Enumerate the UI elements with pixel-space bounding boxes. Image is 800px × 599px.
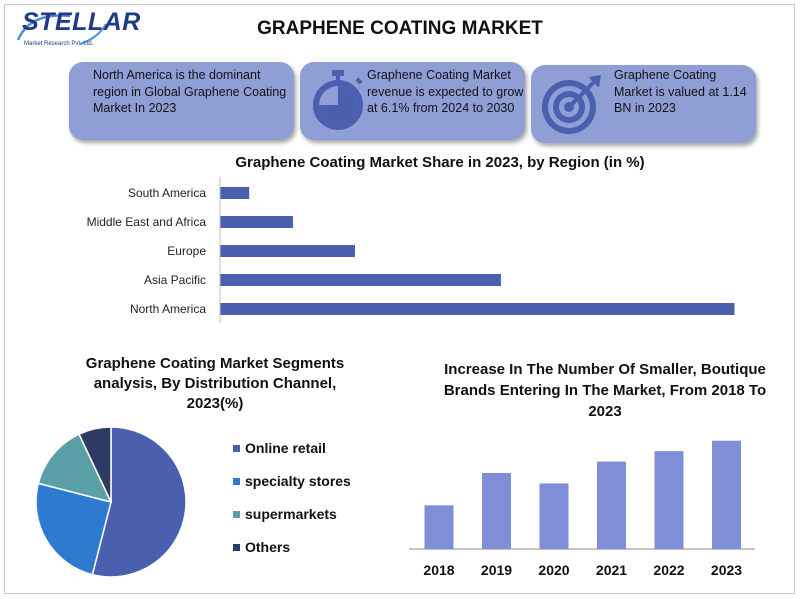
legend-swatch: [233, 478, 240, 485]
brands-bar: [654, 451, 684, 549]
logo-swoosh-icon: [16, 14, 107, 45]
pie-slice: [35, 482, 112, 576]
info-card-growth: Graphene Coating Market revenue is expec…: [300, 62, 525, 140]
brands-tick-label: 2019: [481, 562, 512, 578]
logo-name: STELLAR: [22, 8, 141, 36]
region-bar: [220, 303, 735, 315]
segment-pie-chart: [35, 426, 187, 578]
brands-bar: [424, 505, 454, 549]
segment-chart-title: Graphene Coating Market Segments analysi…: [85, 355, 345, 412]
brands-bar: [539, 483, 569, 549]
brands-tick-label: 2023: [711, 562, 742, 578]
brands-tick-label: 2021: [596, 562, 627, 578]
info-card-valuation: Graphene Coating Market is valued at 1.1…: [531, 65, 756, 143]
region-tick-label: Middle East and Africa: [87, 215, 207, 229]
info-card-text: Graphene Coating Market revenue is expec…: [367, 68, 524, 115]
target-icon: [542, 75, 601, 134]
pie-slice: [91, 426, 187, 578]
brands-tick-label: 2022: [653, 562, 684, 578]
region-bar: [220, 216, 293, 228]
brands-tick-label: 2018: [423, 562, 454, 578]
info-card-dominant-region: North America is the dominant region in …: [69, 62, 294, 140]
info-card-text: North America is the dominant region in …: [93, 68, 287, 115]
region-tick-label: Asia Pacific: [144, 273, 206, 287]
legend-label: supermarkets: [245, 506, 337, 522]
region-chart-title: Graphene Coating Market Share in 2023, b…: [235, 154, 645, 171]
legend-swatch: [233, 511, 240, 518]
legend-swatch: [233, 544, 240, 551]
brands-chart-title: Increase In The Number Of Smaller, Bouti…: [443, 361, 767, 420]
page-title: GRAPHENE COATING MARKET: [257, 18, 543, 39]
brands-column-chart: 2018 2019 2020 2021 2022 2023: [409, 440, 755, 578]
region-bar: [220, 274, 501, 286]
legend-label: specialty stores: [245, 473, 351, 489]
brands-bar: [712, 440, 741, 549]
info-card-text: Graphene Coating Market is valued at 1.1…: [614, 68, 747, 115]
brands-bar: [597, 461, 626, 549]
region-tick-label: South America: [128, 186, 206, 200]
pie-slice: [37, 433, 113, 504]
stopwatch-icon: [313, 70, 363, 130]
brands-tick-label: 2020: [538, 562, 569, 578]
pie-slice: [78, 426, 112, 503]
logo-tagline: Market Research Pvt. Ltd.: [24, 41, 94, 47]
region-tick-label: Europe: [167, 244, 206, 258]
region-tick-label: North America: [130, 302, 206, 316]
legend-label: Online retail: [245, 440, 326, 456]
legend-swatch: [233, 445, 240, 452]
region-bar: [220, 187, 250, 199]
region-bar-chart: South America Middle East and Africa Europ…: [87, 177, 735, 323]
legend-label: Others: [245, 539, 291, 555]
brands-bar: [482, 473, 511, 549]
region-bar: [220, 245, 355, 257]
infographic-frame: [4, 4, 795, 594]
